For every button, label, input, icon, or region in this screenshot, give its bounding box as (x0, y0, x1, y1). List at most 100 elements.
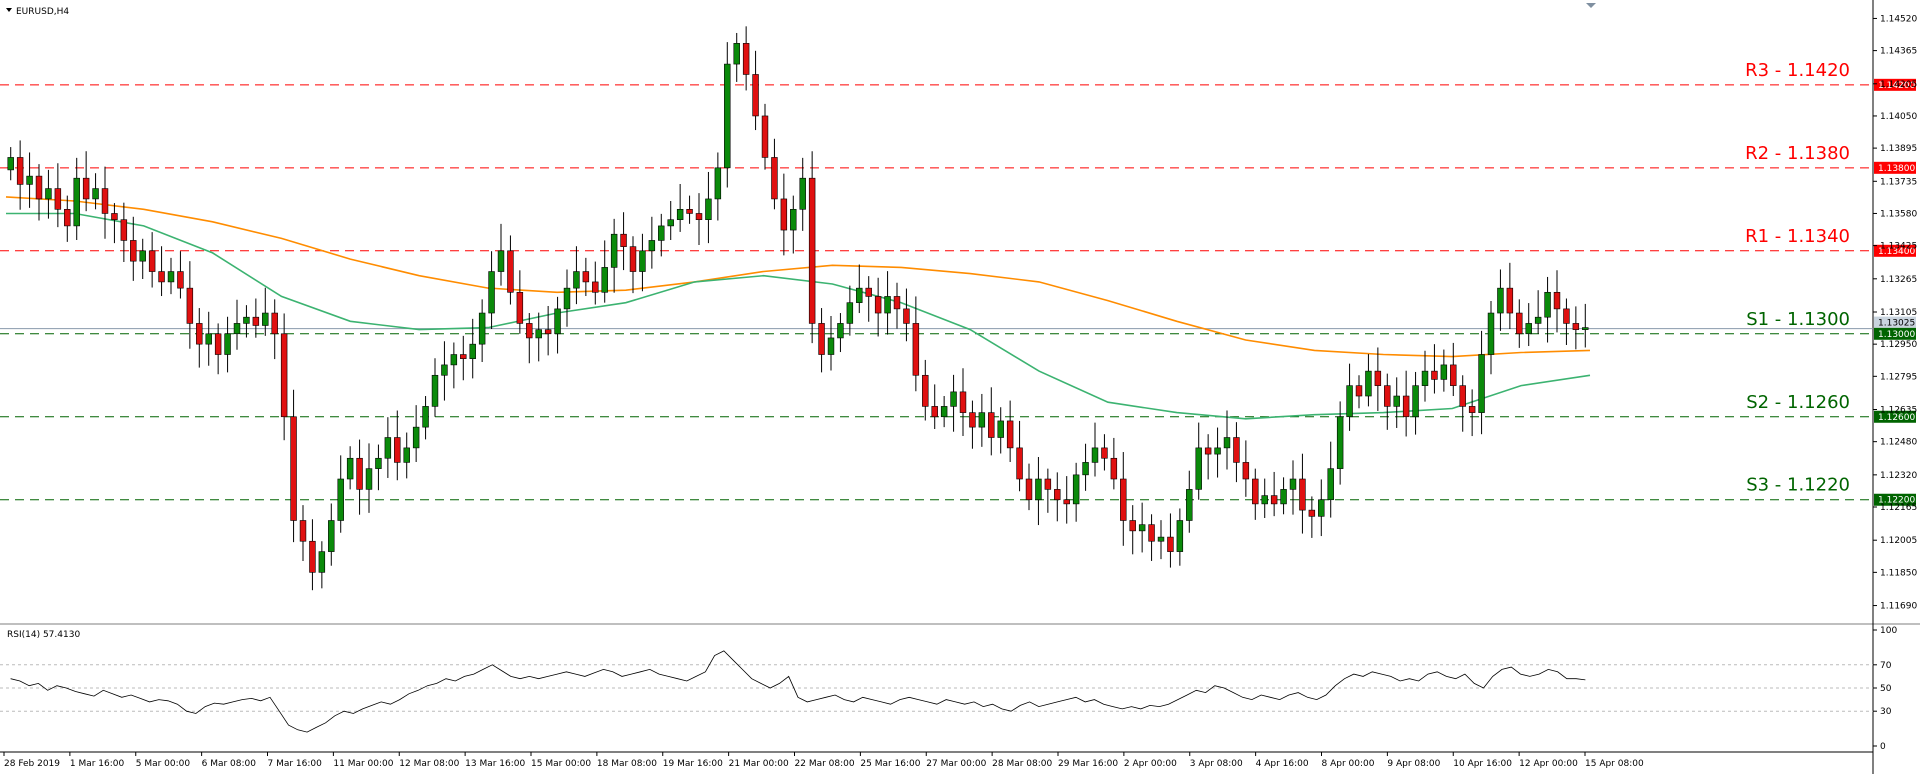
bear-candle (460, 354, 467, 359)
price-tick-label: 1.12950 (1880, 340, 1917, 350)
time-tick-label: 27 Mar 00:00 (926, 759, 986, 769)
bull-candle (337, 478, 344, 521)
bull-candle (837, 323, 844, 339)
bear-candle (865, 287, 872, 297)
bull-candle (205, 333, 212, 345)
time-tick-label: 10 Apr 16:00 (1453, 759, 1512, 769)
bear-candle (309, 540, 316, 573)
bear-candle (35, 175, 43, 200)
bear-candle (1431, 370, 1438, 380)
price-tick-label: 1.12635 (1880, 406, 1917, 416)
bear-candle (695, 213, 703, 220)
price-tick-label: 1.11690 (1880, 602, 1917, 612)
bull-candle (1072, 474, 1080, 505)
bull-candle (1525, 323, 1532, 335)
chart-shift-marker-icon[interactable] (1586, 3, 1596, 8)
bear-candle (1242, 462, 1250, 480)
bull-candle (488, 271, 495, 314)
bull-candle (1082, 462, 1089, 476)
bull-candle (573, 271, 580, 289)
time-tick-label: 12 Apr 00:00 (1519, 759, 1578, 769)
dropdown-triangle-icon[interactable] (6, 8, 12, 12)
bear-candle (54, 188, 62, 210)
level-price-tag-label: 1.12600 (1878, 413, 1915, 423)
bear-candle (1402, 395, 1410, 418)
bear-candle (356, 457, 363, 490)
rsi-tick-label: 70 (1880, 661, 1892, 671)
time-tick-label: 15 Mar 00:00 (531, 759, 591, 769)
bull-candle (676, 209, 684, 220)
level-price-tag (1874, 161, 1916, 174)
bear-candle (196, 323, 203, 345)
bull-candle (884, 296, 891, 314)
bull-candle (1478, 354, 1485, 413)
bear-candle (1374, 370, 1382, 386)
bear-candle (271, 312, 278, 335)
bull-candle (431, 374, 439, 407)
bear-candle (1308, 509, 1316, 517)
time-tick-label: 15 Apr 08:00 (1585, 759, 1644, 769)
time-tick-label: 21 Mar 00:00 (729, 759, 789, 769)
bull-candle (262, 312, 269, 326)
time-tick-label: 4 Apr 16:00 (1256, 759, 1309, 769)
bull-candle (7, 157, 14, 171)
bull-candle (1186, 489, 1193, 521)
bull-candle (1280, 489, 1287, 505)
resistance-level-label: R2 - 1.1380 (1745, 143, 1850, 164)
level-price-tag (1874, 78, 1916, 91)
price-tick-label: 1.12320 (1880, 471, 1917, 481)
bull-candle (1091, 447, 1099, 463)
bear-candle (1384, 385, 1391, 407)
bear-candle (742, 43, 750, 75)
bull-candle (45, 188, 52, 200)
bear-candle (1450, 364, 1457, 386)
time-tick-label: 8 Apr 00:00 (1322, 759, 1375, 769)
bear-candle (1233, 437, 1240, 463)
bull-candle (365, 468, 373, 490)
time-tick-label: 5 Mar 00:00 (136, 759, 191, 769)
level-price-tag-label: 1.13000 (1878, 330, 1915, 340)
bull-candle (856, 287, 863, 303)
bull-candle (450, 354, 458, 366)
bear-candle (931, 406, 938, 418)
bear-candle (1025, 478, 1033, 501)
bull-candle (1336, 416, 1344, 469)
price-tick-label: 1.13105 (1880, 308, 1917, 318)
bull-candle (1497, 287, 1504, 314)
resistance-level-label: R1 - 1.1340 (1745, 226, 1850, 247)
level-price-tag-label: 1.14200 (1878, 81, 1915, 91)
price-tick-label: 1.12480 (1880, 438, 1917, 448)
bear-candle (818, 323, 825, 355)
bear-candle (1063, 499, 1070, 505)
bull-candle (827, 337, 835, 355)
bull-candle (384, 437, 392, 459)
bull-candle (1138, 524, 1146, 532)
bull-candle (478, 312, 486, 345)
bull-candle (1176, 520, 1184, 552)
rsi-tick-label: 0 (1880, 742, 1886, 752)
bull-candle (667, 219, 674, 227)
bull-candle (1223, 437, 1231, 449)
bear-candle (808, 177, 816, 324)
bear-candle (120, 219, 128, 241)
bear-candle (1204, 447, 1212, 455)
time-tick-label: 25 Mar 16:00 (860, 759, 920, 769)
price-tick-label: 1.12795 (1880, 372, 1917, 382)
bull-candle (705, 198, 712, 220)
level-price-tag (1874, 327, 1916, 340)
candles-layer (7, 26, 1589, 591)
bear-candle (1016, 447, 1023, 480)
bear-candle (186, 287, 194, 324)
time-tick-label: 13 Mar 16:00 (465, 759, 525, 769)
bear-candle (1355, 385, 1363, 397)
bear-candle (922, 374, 929, 407)
bull-candle (1440, 364, 1448, 380)
bull-candle (1195, 447, 1202, 490)
bear-candle (130, 240, 137, 262)
bear-candle (1006, 420, 1014, 449)
time-tick-label: 18 Mar 08:00 (597, 759, 657, 769)
bull-candle (167, 271, 175, 283)
bull-candle (1393, 395, 1400, 407)
time-tick-label: 3 Apr 08:00 (1190, 759, 1243, 769)
bull-candle (1365, 370, 1372, 397)
